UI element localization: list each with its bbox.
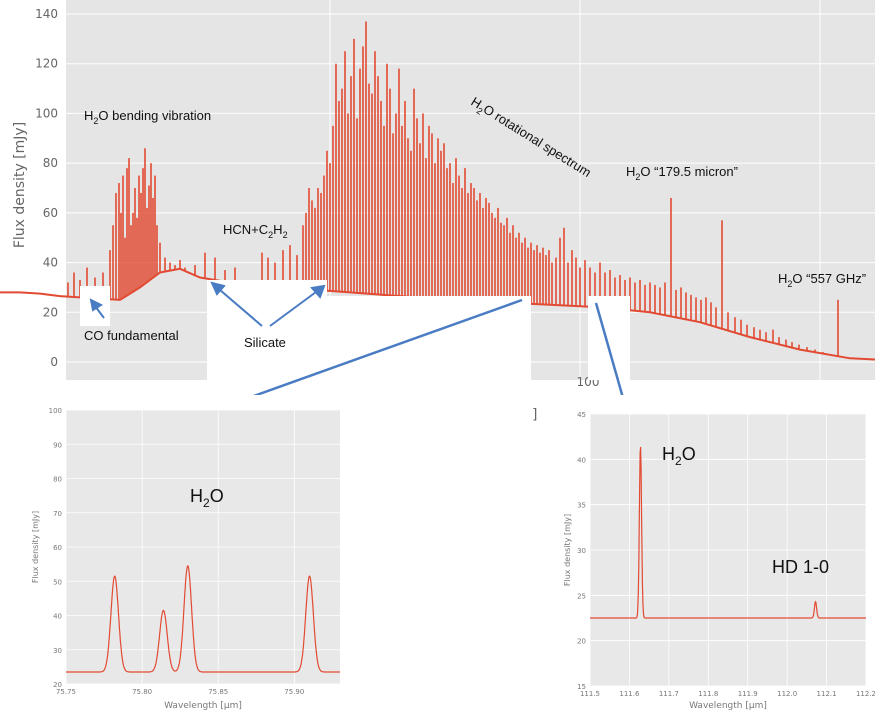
inset-x-tick-label: 111.5	[580, 690, 600, 698]
main-y-tick-label: 40	[43, 256, 58, 270]
inset-y-tick-label: 40	[577, 456, 586, 464]
inset-y-tick-label: 50	[53, 578, 62, 586]
inset-y-tick-label: 90	[53, 441, 62, 449]
inset-right-spectrum	[590, 446, 866, 619]
annotation-silicate: Silicate	[244, 335, 286, 350]
main-y-tick-label: 0	[50, 355, 58, 369]
inset-y-tick-label: 20	[577, 638, 586, 646]
arrow-silicate-right	[269, 291, 317, 327]
main-y-tick-labels: 0 20 40 60 80 100 120 140	[35, 7, 58, 369]
mask-right	[588, 296, 630, 380]
inset-y-tick-label: 25	[577, 592, 586, 600]
main-y-tick-label: 60	[43, 206, 58, 220]
inset-right-h2o-label: H2O	[662, 444, 696, 468]
inset-left-x-axis-label: Wavelength [μm]	[164, 701, 242, 711]
inset-left-h2o-label: H2O	[190, 486, 224, 510]
arrow-co-head	[89, 298, 104, 312]
inset-y-tick-label: 20	[53, 681, 62, 689]
annotation-h2o-179: H2O “179.5 micron”	[626, 164, 738, 182]
inset-right-chart: 15 20 25 30 35 40 45 111.5 111.6 111.7 111.8 111.9 1…	[560, 395, 875, 715]
inset-x-tick-label: 75.75	[56, 688, 76, 696]
annotation-co-fundamental: CO fundamental	[84, 328, 179, 343]
inset-y-tick-label: 30	[53, 647, 62, 655]
main-y-axis-label: Flux density [mJy]	[12, 122, 28, 248]
inset-left-grid	[65, 409, 340, 685]
arrows	[89, 281, 326, 327]
main-y-tick-label: 20	[43, 305, 58, 319]
inset-y-tick-label: 60	[53, 544, 62, 552]
inset-y-tick-label: 15	[577, 683, 586, 691]
main-y-tick-label: 80	[43, 156, 58, 170]
inset-x-tick-label: 112.0	[777, 690, 797, 698]
inset-y-tick-label: 45	[577, 411, 586, 419]
inset-x-tick-label: 75.90	[284, 688, 304, 696]
zoom-connector-left	[208, 298, 523, 414]
inset-right-tick-labels: 15 20 25 30 35 40 45 111.5 111.6 111.7 111.8 111.9 1…	[577, 411, 875, 698]
inset-y-tick-label: 30	[577, 547, 586, 555]
annotation-h2o-bending: H2O bending vibration	[84, 108, 211, 126]
main-y-tick-label: 140	[35, 7, 58, 21]
main-chart: 0 20 40 60 80 100 120 140 Flux density [mJy] 10…	[0, 0, 875, 423]
inset-right-hd-label: HD 1-0	[772, 557, 829, 577]
arrow-silicate-left-head	[210, 281, 226, 296]
inset-left-spectrum	[66, 564, 340, 673]
inset-right-x-axis-label: Wavelength [μm]	[689, 701, 767, 711]
main-y-tick-label: 120	[35, 57, 58, 71]
inset-right-grid	[589, 413, 867, 687]
zoom-connector-right	[594, 302, 629, 413]
arrow-silicate-right-head	[310, 284, 326, 299]
inset-x-tick-label: 111.8	[698, 690, 718, 698]
inset-x-tick-label: 112.1	[817, 690, 837, 698]
inset-x-tick-label: 75.80	[132, 688, 152, 696]
main-x-axis-label-fragment: ]	[532, 407, 537, 423]
annotation-hcn-c2h2: HCN+C2H2	[223, 222, 288, 240]
arrow-silicate-left	[219, 289, 263, 327]
inset-x-tick-label: 111.9	[738, 690, 758, 698]
main-y-tick-label: 100	[35, 106, 58, 120]
inset-x-tick-label: 112.2	[856, 690, 875, 698]
annotation-h2o-557: H2O “557 GHz”	[778, 271, 866, 289]
inset-right-y-axis-label: Flux density [mJy]	[563, 514, 572, 586]
inset-left-y-axis-label: Flux density [mJy]	[31, 511, 40, 583]
inset-x-tick-label: 111.6	[619, 690, 640, 698]
inset-y-tick-label: 100	[49, 407, 62, 415]
inset-left-tick-labels: 20 30 40 50 60 70 80 90 100 75.75 75.80 75.85 75.90	[49, 407, 305, 696]
inset-y-tick-label: 40	[53, 613, 62, 621]
inset-y-tick-label: 80	[53, 476, 62, 484]
inset-y-tick-label: 35	[577, 502, 586, 510]
inset-x-tick-label: 75.85	[208, 688, 228, 696]
inset-x-tick-label: 111.7	[659, 690, 679, 698]
inset-y-tick-label: 70	[53, 510, 62, 518]
